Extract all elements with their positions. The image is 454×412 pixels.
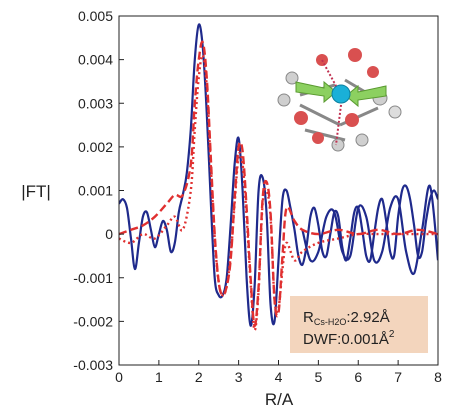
series-line-1 [119,23,438,327]
annotation-line-1: RCs-H2O:2.92Å [303,309,390,327]
x-tick-label: 3 [235,369,243,385]
annotation-box: RCs-H2O:2.92Å DWF:0.001Å2 [290,296,428,353]
annotation-line-2: DWF:0.001Å2 [303,329,395,348]
x-axis-title: R/A [265,390,294,409]
x-tick-label: 0 [115,369,123,385]
y-tick-label: -0.002 [73,313,113,329]
x-tick-label: 8 [434,369,442,385]
x-tick-label: 6 [354,369,362,385]
x-tick-label: 4 [275,369,283,385]
y-tick-label: -0.003 [73,357,113,373]
x-tick-label: 2 [195,369,203,385]
y-axis-title: |FT| [21,182,51,201]
x-tick-label: 7 [394,369,402,385]
y-tick-label: 0.002 [78,139,113,155]
y-tick-label: 0.005 [78,8,113,24]
series-line-4 [119,54,438,332]
y-tick-label: 0 [105,226,113,242]
x-tick-label: 5 [314,369,322,385]
annotation-background [290,296,428,353]
y-tick-label: -0.001 [73,270,113,286]
x-tick-label: 1 [155,369,163,385]
ticks-layer: 0 1 2 3 4 5 6 7 80.0050.0040.0030.0020.0010-0.00… [73,8,442,385]
y-tick-label: 0.003 [78,95,113,111]
y-tick-label: 0.004 [78,52,113,68]
y-tick-label: 0.001 [78,183,113,199]
series-line-3 [119,40,438,327]
series-line-2 [301,184,438,276]
series-layer [119,23,438,332]
molecule-inset [277,48,402,152]
